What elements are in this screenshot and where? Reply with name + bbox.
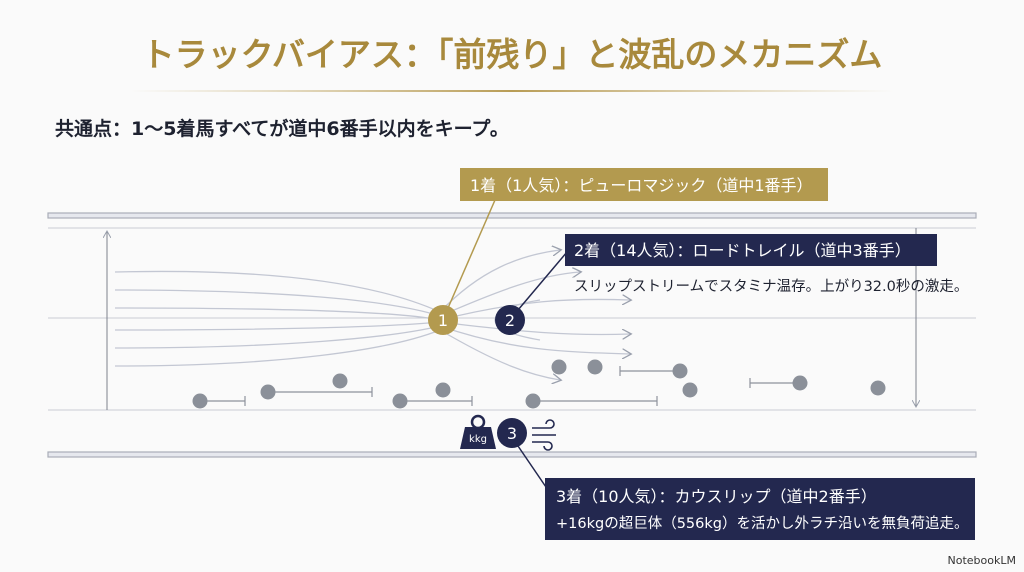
weight-handle	[470, 414, 486, 430]
slipstream-flow	[114, 250, 630, 380]
callout-box	[545, 478, 975, 540]
callout-title: 2着（14人気）：ロードトレイル（道中3番手）	[574, 241, 911, 260]
horse-marker	[495, 305, 525, 335]
horse-marker	[497, 418, 527, 448]
connector	[517, 445, 549, 491]
callout-box	[565, 234, 937, 266]
horse-marker	[428, 305, 458, 335]
callout-title: 3着（10人気）：カウスリップ（道中2番手）	[556, 487, 877, 506]
wind-icon	[532, 419, 556, 451]
title: トラックバイアス：「前残り」と波乱のメカニズム	[142, 35, 883, 74]
callout-title: 1着（1人気）：ピューロマジック（道中1番手）	[470, 176, 813, 195]
outer-rail	[47, 451, 977, 458]
weight-icon	[460, 427, 496, 449]
connector	[447, 199, 496, 309]
callout-box	[460, 168, 828, 201]
title-rule	[130, 90, 894, 92]
connector	[517, 251, 568, 311]
callout-description: +16kgの超巨体（556kg）を活かし外ラチ沿いを無負荷追走。	[556, 515, 968, 532]
watermark: NotebookLM	[948, 554, 1016, 567]
marker-label: 2	[505, 311, 515, 330]
inner-rail	[47, 212, 977, 219]
callout-description: スリップストリームでスタミナ温存。上がり32.0秒の激走。	[574, 278, 968, 295]
subtitle: 共通点：1〜5着馬すべてが道中6番手以内をキープ。	[55, 117, 509, 140]
marker-label: 3	[507, 424, 517, 443]
weight-label: kkg	[469, 434, 487, 445]
field-horses	[192, 359, 886, 409]
marker-label: 1	[438, 311, 448, 330]
